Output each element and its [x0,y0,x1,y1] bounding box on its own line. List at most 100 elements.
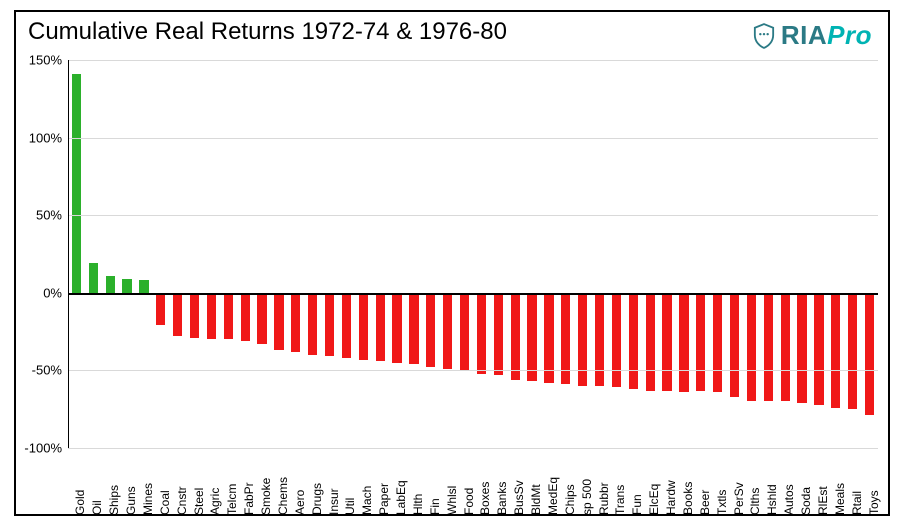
bar [595,293,604,386]
x-tick-label: Fin [428,498,442,515]
bar [848,293,857,409]
chart-frame: Cumulative Real Returns 1972-74 & 1976-8… [14,10,890,516]
x-tick-label: Autos [782,484,796,515]
plot-area: -100%-50%0%50%100%150% [68,60,878,448]
x-axis-labels: GoldOilShipsGunsMinesCoalCnstrSteelAgric… [68,450,878,510]
bar [814,293,823,405]
x-tick-label: FabPr [242,482,256,515]
bar [544,293,553,383]
bar [190,293,199,338]
y-tick-label: 100% [29,130,62,145]
bar [89,263,98,292]
zero-axis [68,293,878,295]
x-tick-label: Rubbr [597,482,611,515]
x-tick-label: Boxes [478,482,492,515]
bar [747,293,756,402]
bar [308,293,317,355]
x-tick-label: Mines [141,483,155,515]
bar [646,293,655,391]
x-tick-label: Clths [748,488,762,515]
bar [274,293,283,350]
grid-line [68,448,878,449]
bar [139,280,148,292]
x-tick-label: Chems [276,477,290,515]
grid-line [68,138,878,139]
bar [781,293,790,402]
x-tick-label: Food [462,488,476,515]
x-tick-label: RlEst [816,486,830,515]
bar [257,293,266,344]
bar [342,293,351,358]
bar [106,276,115,293]
x-tick-label: Cnstr [175,486,189,515]
x-tick-label: Beer [698,490,712,515]
bars-layer [68,60,878,448]
x-tick-label: Toys [867,490,881,515]
bar [409,293,418,364]
x-tick-label: Guns [124,486,138,515]
x-tick-label: Trans [613,485,627,515]
bar [224,293,233,340]
x-tick-label: Books [681,482,695,515]
logo-text: RIAPro [781,20,872,51]
shield-icon [753,23,775,49]
x-tick-label: Fun [630,494,644,515]
logo-ria: RIA [781,20,827,50]
x-tick-label: Oil [90,500,104,515]
brand-logo: RIAPro [753,20,872,51]
x-tick-label: MedEq [546,477,560,515]
x-tick-label: Hshld [765,484,779,515]
bar [629,293,638,389]
bar [325,293,334,357]
x-tick-label: Steel [192,488,206,515]
x-tick-label: Gold [73,490,87,515]
bar [713,293,722,392]
bar [527,293,536,381]
x-tick-label: Hlth [411,494,425,515]
y-axis [68,60,69,448]
chart-title: Cumulative Real Returns 1972-74 & 1976-8… [28,18,507,46]
x-tick-label: LabEq [394,480,408,515]
bar [72,74,81,293]
y-tick-label: -50% [32,363,62,378]
grid-line [68,60,878,61]
bar [679,293,688,392]
bar [426,293,435,367]
bar [730,293,739,397]
logo-pro: Pro [827,20,872,50]
y-tick-label: 0% [43,285,62,300]
bar [359,293,368,360]
x-tick-label: Util [343,498,357,515]
x-tick-label: BusSv [512,480,526,515]
x-tick-label: Aero [293,490,307,515]
x-tick-label: Agric [208,488,222,515]
bar [662,293,671,391]
bar [156,293,165,326]
x-tick-label: Meals [833,483,847,515]
bar [612,293,621,388]
bar [291,293,300,352]
bar [443,293,452,369]
bar [122,279,131,293]
bar [173,293,182,336]
bar [376,293,385,361]
bar [578,293,587,386]
x-tick-label: Smoke [259,478,273,515]
x-tick-label: PerSv [732,482,746,515]
bar [831,293,840,408]
bar [696,293,705,391]
x-tick-label: Ships [107,485,121,515]
x-tick-label: Paper [377,483,391,515]
x-tick-label: sp 500 [580,479,594,515]
x-tick-label: Rtail [850,491,864,515]
x-tick-label: Whlsl [445,486,459,515]
x-tick-label: Txtls [715,490,729,515]
x-tick-label: Banks [495,482,509,515]
x-tick-label: Mach [360,486,374,515]
bar [460,293,469,371]
x-tick-label: Hardw [664,480,678,515]
y-tick-label: 50% [36,208,62,223]
bar [241,293,250,341]
bar [511,293,520,380]
bar [477,293,486,374]
